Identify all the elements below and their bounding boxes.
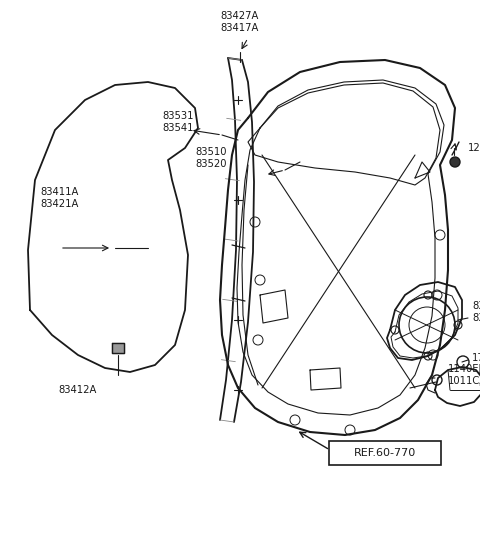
Polygon shape <box>112 343 124 353</box>
Text: 83510
83520: 83510 83520 <box>195 147 227 169</box>
Text: 83427A
83417A: 83427A 83417A <box>221 11 259 33</box>
Text: 83412A: 83412A <box>59 385 97 395</box>
Circle shape <box>450 157 460 167</box>
Text: 83471D
83481D: 83471D 83481D <box>472 301 480 323</box>
Text: 83411A
83421A: 83411A 83421A <box>41 187 79 209</box>
Text: REF.60-770: REF.60-770 <box>354 448 416 458</box>
Text: 1140EJ
1011CA: 1140EJ 1011CA <box>448 364 480 386</box>
Text: 83531
83541: 83531 83541 <box>162 111 194 133</box>
Text: 1731JE: 1731JE <box>472 353 480 363</box>
FancyBboxPatch shape <box>329 441 441 465</box>
Text: 1221CF: 1221CF <box>468 143 480 153</box>
